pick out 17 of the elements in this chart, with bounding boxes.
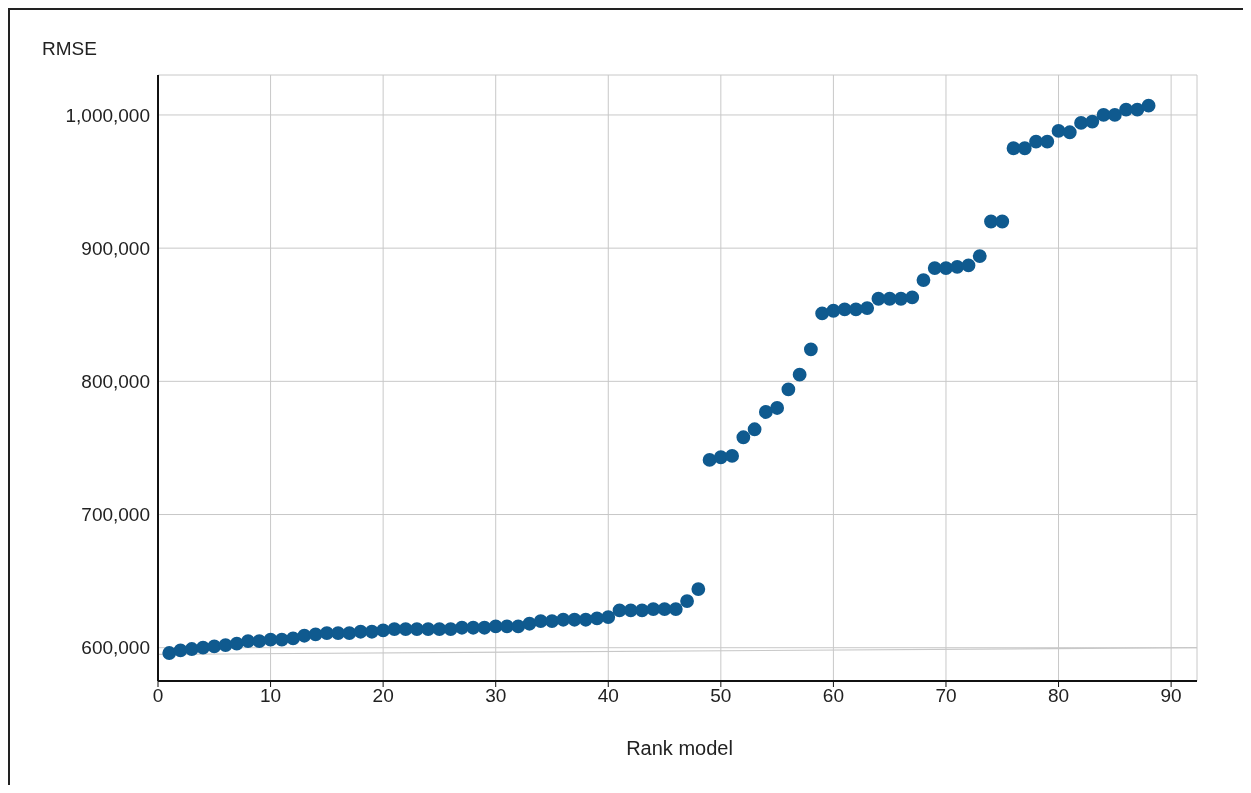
x-tick-label: 10	[260, 685, 282, 707]
y-tick-label: 600,000	[81, 637, 150, 659]
y-axis-title: RMSE	[42, 38, 97, 60]
x-tick-label: 40	[597, 685, 619, 707]
x-tick-label: 80	[1047, 685, 1070, 707]
x-axis-title: Rank model	[625, 737, 734, 760]
x-tick-label: 90	[1160, 685, 1182, 707]
y-tick-label: 1,000,000	[65, 104, 150, 126]
x-tick-label: 70	[935, 685, 957, 707]
x-tick-label: 20	[372, 685, 394, 707]
y-tick-label: 900,000	[81, 237, 150, 259]
x-tick-label: 50	[710, 685, 732, 707]
x-tick-label: 30	[485, 685, 507, 707]
x-tick-label: 0	[152, 685, 164, 707]
y-tick-label: 800,000	[81, 371, 150, 393]
x-tick-label: 60	[822, 685, 844, 707]
y-tick-label: 700,000	[81, 504, 150, 526]
